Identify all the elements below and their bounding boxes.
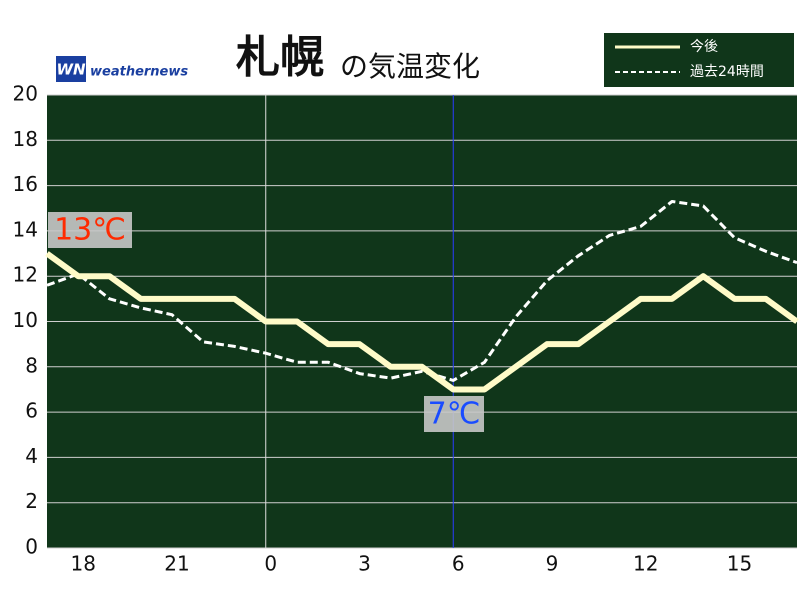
y-tick-label: 4 xyxy=(25,444,38,468)
y-tick-label: 18 xyxy=(13,127,38,151)
annotation-box xyxy=(424,396,484,432)
logo-text: weathernews xyxy=(90,65,188,80)
legend-label: 今後 xyxy=(690,39,718,55)
y-tick-label: 10 xyxy=(13,308,38,332)
y-tick-label: 0 xyxy=(25,535,38,559)
x-tick-label: 0 xyxy=(264,552,277,576)
chart-title: 札幌 xyxy=(236,32,324,83)
logo-box xyxy=(56,56,86,82)
y-tick-label: 16 xyxy=(13,172,38,196)
legend-label: 過去24時間 xyxy=(690,64,764,80)
x-tick-label: 18 xyxy=(71,552,96,576)
y-tick-label: 20 xyxy=(13,82,38,106)
x-tick-label: 21 xyxy=(164,552,189,576)
annotation-box xyxy=(48,212,132,248)
chart-subtitle: の気温変化 xyxy=(340,50,480,83)
x-tick-label: 9 xyxy=(546,552,559,576)
x-tick-label: 15 xyxy=(727,552,752,576)
y-tick-label: 6 xyxy=(25,399,38,423)
temperature-line xyxy=(45,251,799,393)
x-tick-label: 12 xyxy=(633,552,658,576)
annotation: 13℃ xyxy=(54,213,126,248)
y-tick-label: 14 xyxy=(13,217,38,241)
y-tick-label: 8 xyxy=(25,353,38,377)
y-tick-label: 2 xyxy=(25,489,38,513)
x-tick-label: 6 xyxy=(452,552,465,576)
y-tick-label: 12 xyxy=(13,263,38,287)
legend xyxy=(602,31,796,89)
temperature-line xyxy=(46,199,798,382)
x-tick-label: 3 xyxy=(358,552,371,576)
logo-mark: WN xyxy=(56,61,86,79)
annotation: 7℃ xyxy=(428,397,481,432)
